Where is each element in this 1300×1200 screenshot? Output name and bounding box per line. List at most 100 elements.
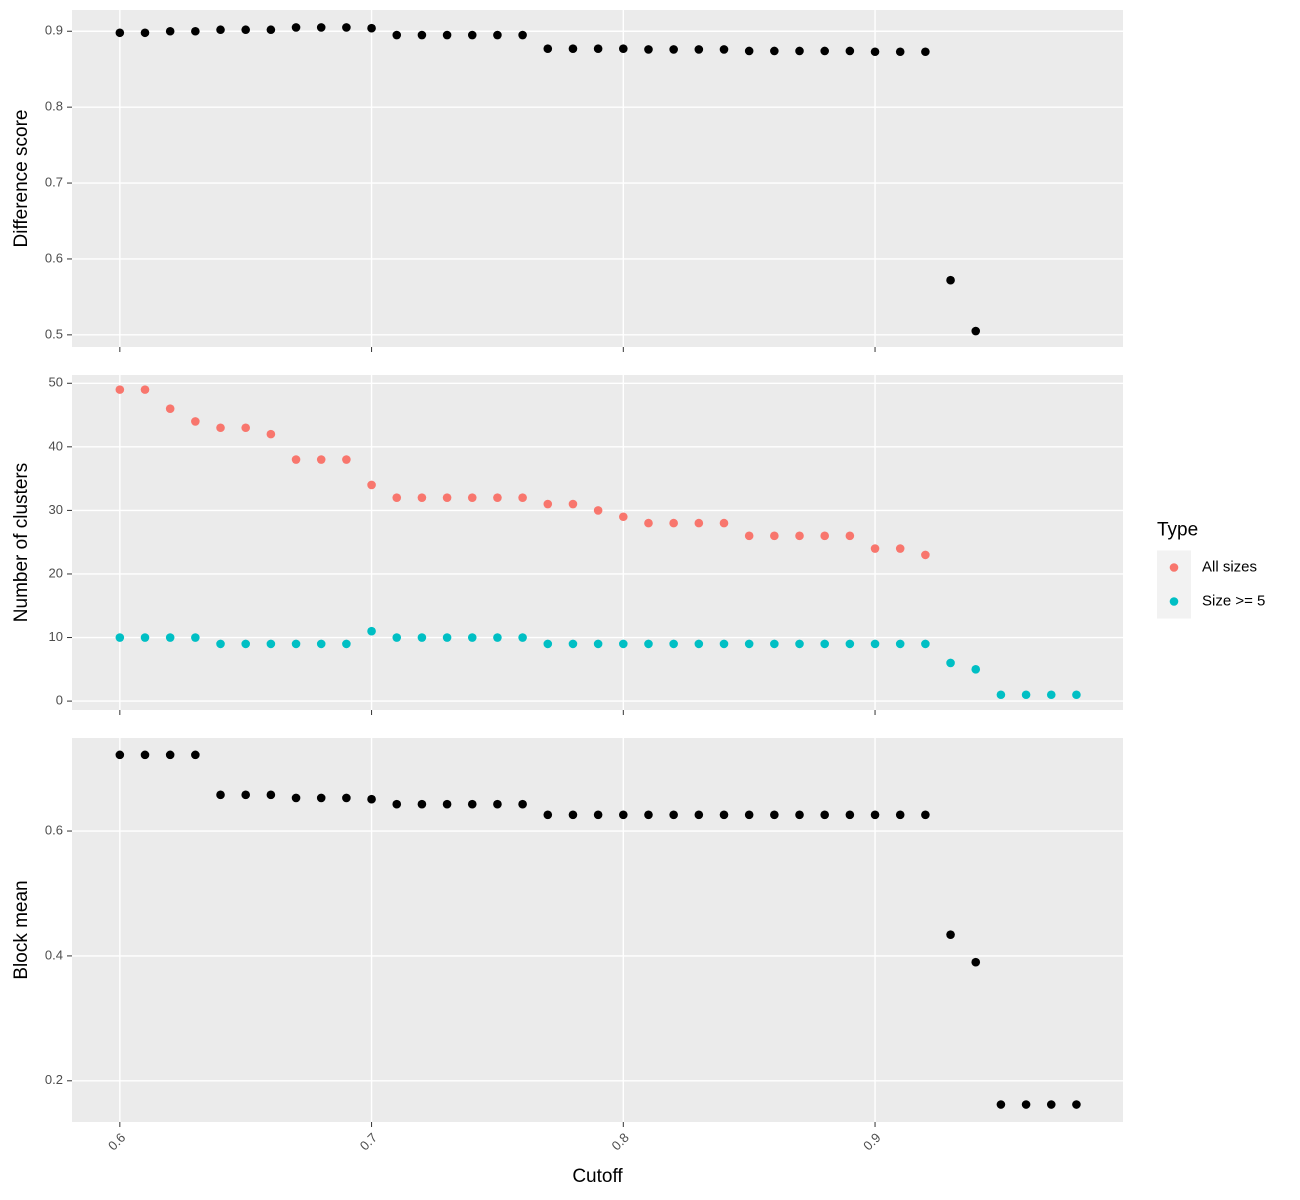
point — [770, 531, 779, 541]
point — [140, 633, 150, 642]
point — [870, 810, 880, 820]
point — [266, 639, 276, 649]
point — [543, 639, 553, 649]
point — [719, 518, 729, 528]
point — [342, 455, 351, 464]
point — [543, 810, 553, 820]
point — [367, 480, 376, 490]
point — [946, 275, 955, 285]
point — [467, 30, 477, 40]
point — [367, 23, 376, 33]
y-axis-label: Block mean — [11, 880, 32, 979]
point — [241, 423, 250, 433]
point — [216, 423, 225, 433]
point — [1046, 1100, 1056, 1109]
point — [191, 26, 200, 36]
point — [417, 30, 427, 40]
point — [619, 810, 628, 820]
y-tick-label: 0.2 — [45, 1072, 63, 1087]
point — [921, 550, 930, 560]
point — [165, 404, 175, 413]
point — [115, 28, 125, 38]
point — [493, 493, 502, 502]
point — [342, 793, 351, 803]
point — [845, 531, 855, 541]
point — [417, 493, 427, 502]
point — [241, 639, 250, 649]
point — [493, 30, 502, 40]
point — [1072, 1100, 1081, 1109]
point — [342, 639, 351, 649]
legend-label: Size >= 5 — [1202, 592, 1265, 609]
point — [895, 639, 905, 649]
point — [669, 810, 678, 820]
point — [291, 793, 301, 803]
point — [1072, 690, 1081, 700]
point — [316, 639, 326, 649]
point — [1021, 1100, 1031, 1109]
y-axis-label: Difference score — [11, 110, 32, 248]
point — [467, 633, 477, 642]
point — [392, 799, 402, 809]
point — [291, 455, 301, 464]
point — [392, 633, 402, 642]
point — [694, 810, 704, 820]
point — [518, 30, 527, 40]
point — [895, 544, 905, 553]
point — [191, 750, 200, 760]
legend-label: All sizes — [1202, 558, 1257, 575]
point — [619, 512, 628, 522]
y-tick-label: 0 — [56, 693, 63, 708]
point — [442, 493, 452, 502]
x-tick-label: 0.6 — [105, 1130, 128, 1153]
point — [971, 326, 981, 336]
point — [568, 810, 578, 820]
point — [996, 690, 1006, 700]
point — [291, 23, 301, 32]
point — [442, 30, 452, 40]
point — [744, 46, 754, 56]
point — [971, 665, 981, 674]
point — [593, 810, 603, 820]
point — [216, 790, 225, 800]
point — [719, 639, 729, 649]
point — [669, 639, 678, 649]
point — [140, 28, 150, 38]
point — [568, 639, 578, 649]
point — [644, 518, 653, 528]
panel-background — [72, 10, 1123, 347]
point — [543, 44, 553, 54]
panel-background — [72, 375, 1123, 710]
y-axis-label: Number of clusters — [11, 463, 32, 622]
legend-title: Type — [1157, 520, 1198, 541]
legend-marker — [1169, 563, 1179, 572]
point — [342, 23, 351, 32]
point — [191, 633, 200, 642]
point — [518, 633, 527, 642]
point — [568, 44, 578, 54]
point — [644, 45, 653, 54]
y-tick-label: 20 — [49, 565, 63, 580]
point — [1046, 690, 1056, 700]
point — [216, 639, 225, 649]
point — [266, 790, 276, 800]
point — [845, 46, 855, 56]
point — [845, 639, 855, 649]
point — [467, 493, 477, 502]
point — [694, 45, 704, 54]
y-tick-label: 10 — [49, 629, 63, 644]
point — [593, 506, 603, 515]
point — [241, 790, 250, 800]
x-tick-label: 0.9 — [860, 1130, 883, 1153]
point — [115, 385, 125, 394]
point — [140, 750, 150, 760]
point — [241, 25, 250, 35]
point — [895, 47, 905, 57]
y-tick-label: 0.4 — [45, 947, 63, 962]
point — [518, 799, 527, 809]
point — [996, 1100, 1006, 1109]
point — [568, 499, 578, 509]
x-axis-label: Cutoff — [572, 1166, 623, 1187]
point — [669, 518, 678, 528]
